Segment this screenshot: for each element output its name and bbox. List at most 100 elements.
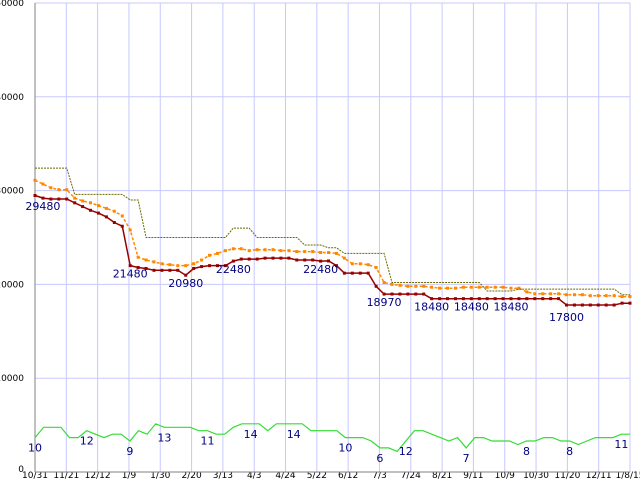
series-point-min — [430, 297, 434, 301]
series-point-min — [287, 256, 291, 260]
price-data-label: 22480 — [216, 263, 251, 276]
series-point-min — [549, 297, 553, 301]
x-tick-label: 10/9 — [495, 471, 515, 480]
series-point-avg — [255, 248, 259, 252]
series-point-avg — [192, 262, 196, 266]
series-point-avg — [604, 294, 608, 298]
series-point-avg — [136, 255, 140, 259]
series-line-count — [34, 423, 630, 453]
count-data-label: 8 — [523, 445, 530, 458]
series-point-avg — [358, 262, 362, 266]
series-point-min — [342, 271, 346, 275]
series-point-min — [120, 224, 124, 228]
series-point-avg — [493, 285, 497, 289]
count-data-label: 10 — [28, 442, 42, 455]
price-data-label: 18480 — [414, 301, 449, 314]
series-point-avg — [628, 295, 632, 299]
series-point-min — [438, 297, 442, 301]
series-point-avg — [57, 188, 61, 192]
series-point-min — [517, 297, 521, 301]
x-tick-label: 1/8/15 — [616, 471, 640, 480]
series-point-avg — [485, 285, 489, 289]
series-point-min — [469, 297, 473, 301]
count-data-label: 14 — [244, 428, 258, 441]
series-point-min — [612, 303, 616, 307]
series-point-min — [33, 193, 37, 197]
series-point-min — [128, 264, 132, 268]
series-point-min — [57, 197, 61, 201]
x-tick-label: 1/30 — [150, 471, 170, 480]
series-point-avg — [565, 293, 569, 297]
series-point-min — [136, 266, 140, 270]
count-data-label: 10 — [338, 442, 352, 455]
series-point-avg — [311, 250, 315, 254]
chart-labels: 29480 21480 20980 22480 22480 18970 18480 18480… — [25, 200, 628, 465]
series-point-avg — [41, 182, 45, 186]
series-point-avg — [342, 256, 346, 260]
series-point-avg — [366, 263, 370, 267]
count-data-label: 13 — [157, 431, 171, 444]
series-point-min — [184, 273, 188, 277]
price-data-label: 21480 — [113, 268, 148, 281]
series-point-avg — [430, 285, 434, 289]
x-tick-label: 8/21 — [432, 471, 452, 480]
series-point-min — [112, 220, 116, 224]
series-point-avg — [279, 249, 283, 253]
y-tick-label: 40000 — [0, 93, 24, 103]
series-point-min — [461, 297, 465, 301]
x-tick-label: 3/13 — [213, 471, 233, 480]
series-point-avg — [239, 247, 243, 251]
series-point-min — [279, 256, 283, 260]
series-point-avg — [287, 249, 291, 253]
series-point-avg — [319, 251, 323, 255]
series-point-min — [334, 264, 338, 268]
series-point-min — [398, 292, 402, 296]
series-point-min — [247, 257, 251, 261]
series-point-min — [390, 292, 394, 296]
series-point-min — [485, 297, 489, 301]
series-point-min — [215, 264, 219, 268]
series-point-avg — [406, 284, 410, 288]
series-point-min — [382, 292, 386, 296]
series-point-avg — [382, 281, 386, 285]
series-line-min — [34, 194, 630, 306]
series-point-min — [446, 297, 450, 301]
x-tick-label: 11/20 — [554, 471, 580, 480]
series-point-min — [176, 268, 180, 272]
x-tick-label: 5/22 — [307, 471, 327, 480]
series-point-min — [477, 297, 481, 301]
series-point-min — [327, 259, 331, 263]
series-point-avg — [517, 286, 521, 290]
series-point-min — [192, 266, 196, 270]
series-point-min — [501, 297, 505, 301]
series-point-min — [295, 258, 299, 262]
count-data-label: 6 — [376, 452, 383, 465]
x-tick-label: 12/12 — [85, 471, 111, 480]
x-tick-label: 2/20 — [181, 471, 201, 480]
count-data-label: 14 — [287, 428, 301, 441]
series-point-min — [255, 257, 259, 261]
series-point-min — [152, 268, 156, 272]
series-point-min — [311, 258, 315, 262]
price-data-label: 17800 — [549, 311, 584, 324]
series-point-min — [208, 264, 212, 268]
count-data-label: 9 — [126, 445, 133, 458]
series-point-min — [453, 297, 457, 301]
series-point-min — [96, 211, 100, 215]
series-point-avg — [596, 294, 600, 298]
series-point-avg — [350, 262, 354, 266]
series-point-avg — [295, 250, 299, 254]
series-point-avg — [501, 285, 505, 289]
series-point-avg — [112, 209, 116, 213]
price-data-label: 18480 — [494, 301, 529, 314]
y-tick-label: 10000 — [0, 374, 24, 384]
series-point-avg — [168, 263, 172, 267]
series-point-avg — [271, 248, 275, 252]
series-point-min — [374, 284, 378, 288]
y-tick-label: 20000 — [0, 280, 24, 290]
series-point-min — [303, 258, 307, 262]
series-point-min — [319, 259, 323, 263]
x-tick-label: 12/11 — [586, 471, 612, 480]
series-line-max — [35, 167, 630, 296]
x-tick-label: 11/21 — [53, 471, 79, 480]
